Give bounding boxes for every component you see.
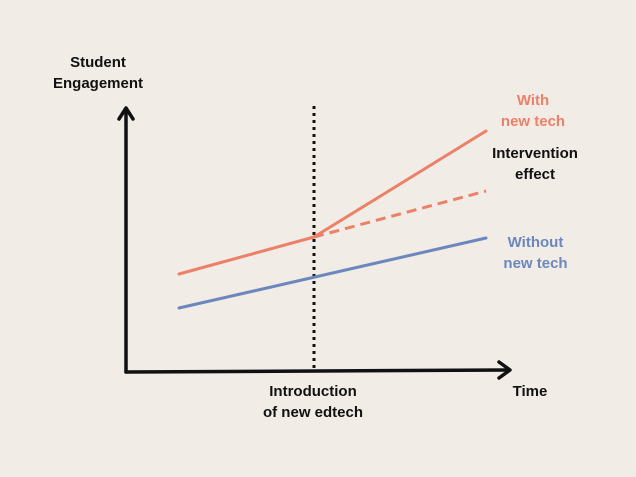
counterfactual-dashed-line xyxy=(313,189,487,239)
event-label-line-1: Introduction xyxy=(269,383,357,400)
without-tech-label: Without new tech xyxy=(488,232,583,274)
intervention-label-line-1: Intervention xyxy=(492,145,578,162)
intervention-label-line-2: effect xyxy=(514,166,555,183)
event-label-line-2: of new edtech xyxy=(262,404,363,421)
without-tech-label-line-2: new tech xyxy=(503,255,568,272)
without-tech-label-line-1: Without xyxy=(507,234,564,251)
x-axis-label-text: Time xyxy=(512,383,548,400)
without-tech-line xyxy=(177,236,488,310)
with-tech-label: With new tech xyxy=(488,90,578,132)
with-tech-line-before xyxy=(177,235,316,276)
y-axis-label-line-1: Student xyxy=(70,54,126,71)
with-tech-line-after xyxy=(312,129,488,239)
with-tech-label-line-1: With xyxy=(516,92,550,109)
x-axis-line xyxy=(124,368,510,374)
y-axis-label-line-2: Engagement xyxy=(52,75,143,92)
event-label: Introduction of new edtech xyxy=(238,381,388,423)
y-axis-arrowhead xyxy=(117,106,135,121)
intervention-effect-label: Intervention effect xyxy=(478,143,592,185)
x-axis-label: Time xyxy=(500,381,560,402)
with-tech-label-line-2: new tech xyxy=(500,113,566,130)
y-axis-label: Student Engagement xyxy=(38,52,158,94)
x-axis-arrowhead xyxy=(497,360,512,380)
